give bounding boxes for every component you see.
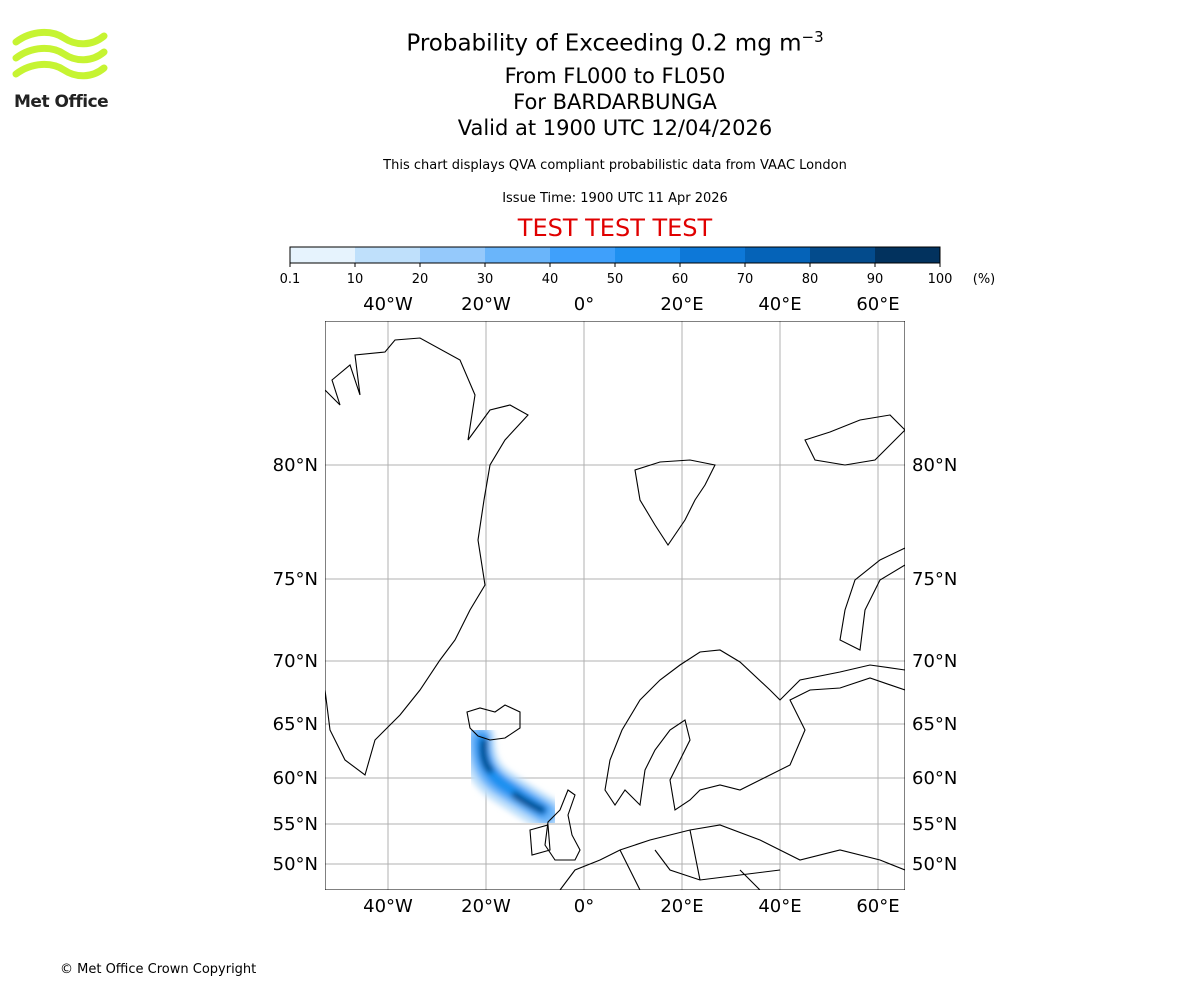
title-superscript: −3 <box>801 28 824 46</box>
colorbar-tick-label: 10 <box>347 272 364 287</box>
flight-level-range: From FL000 to FL050 <box>504 64 726 88</box>
test-banner: TEST TEST TEST <box>517 214 713 242</box>
volcano-name: For BARDARBUNGA <box>513 90 717 114</box>
colorbar: 0.1 10 20 30 40 50 60 70 80 90 100 (%) <box>280 246 996 287</box>
colorbar-tick-label: 90 <box>867 272 884 287</box>
lon-label-bottom: 60°E <box>856 896 899 917</box>
lat-label-right: 75°N <box>912 569 957 590</box>
colorbar-segment <box>420 247 485 263</box>
colorbar-tick-label: 70 <box>737 272 754 287</box>
colorbar-segment <box>550 247 615 263</box>
colorbar-unit: (%) <box>973 272 996 287</box>
met-office-logo <box>12 29 108 80</box>
colorbar-segment <box>485 247 550 263</box>
lat-label-left: 75°N <box>273 569 318 590</box>
colorbar-tick-label: 100 <box>928 272 953 287</box>
lat-label-right: 50°N <box>912 854 957 875</box>
lon-label-top: 40°E <box>758 294 801 315</box>
colorbar-segment <box>355 247 420 263</box>
coastlines <box>325 337 905 890</box>
lon-label-bottom: 40°W <box>363 896 413 917</box>
colorbar-tick-label: 20 <box>412 272 429 287</box>
colorbar-tick-label: 30 <box>477 272 494 287</box>
copyright: © Met Office Crown Copyright <box>60 962 257 977</box>
lat-label-left: 50°N <box>273 854 318 875</box>
lat-label-left: 80°N <box>273 455 318 476</box>
lon-label-top: 20°W <box>461 294 511 315</box>
title-text: Probability of Exceeding 0.2 mg m <box>406 30 802 57</box>
lon-label-top: 40°W <box>363 294 413 315</box>
lon-label-bottom: 0° <box>574 896 594 917</box>
colorbar-segment <box>810 247 875 263</box>
chart-title: Probability of Exceeding 0.2 mg m−3 <box>0 28 1200 57</box>
lat-label-right: 60°N <box>912 768 957 789</box>
lat-label-left: 55°N <box>273 814 318 835</box>
colorbar-tick-label: 80 <box>802 272 819 287</box>
colorbar-tick-label: 60 <box>672 272 689 287</box>
lat-label-right: 55°N <box>912 814 957 835</box>
lat-label-right: 80°N <box>912 455 957 476</box>
lat-label-left: 70°N <box>273 651 318 672</box>
lat-label-right: 70°N <box>912 651 957 672</box>
colorbar-segment <box>875 247 940 263</box>
lon-label-top: 0° <box>574 294 594 315</box>
lon-label-top: 60°E <box>856 294 899 315</box>
colorbar-segment <box>290 247 355 263</box>
colorbar-segment <box>745 247 810 263</box>
logo-text: Met Office <box>14 92 109 112</box>
lat-label-right: 65°N <box>912 714 957 735</box>
lat-label-left: 60°N <box>273 768 318 789</box>
lon-label-bottom: 20°E <box>660 896 703 917</box>
colorbar-tick-label: 0.1 <box>280 272 301 287</box>
lon-label-bottom: 40°E <box>758 896 801 917</box>
valid-time: Valid at 1900 UTC 12/04/2026 <box>457 116 773 140</box>
lon-label-top: 20°E <box>660 294 703 315</box>
issue-time: Issue Time: 1900 UTC 11 Apr 2026 <box>502 191 728 206</box>
subtitle: This chart displays QVA compliant probab… <box>383 158 847 173</box>
colorbar-tick-label: 40 <box>542 272 559 287</box>
ash-plume <box>461 721 565 832</box>
colorbar-tick-label: 50 <box>607 272 624 287</box>
lon-label-bottom: 20°W <box>461 896 511 917</box>
colorbar-segment <box>615 247 680 263</box>
axis-labels: 40°W 40°W 20°W 20°W 0° 0° 20°E 20°E 40°E 40°E 60°E… <box>273 294 958 917</box>
lat-label-left: 65°N <box>273 714 318 735</box>
colorbar-segment <box>680 247 745 263</box>
